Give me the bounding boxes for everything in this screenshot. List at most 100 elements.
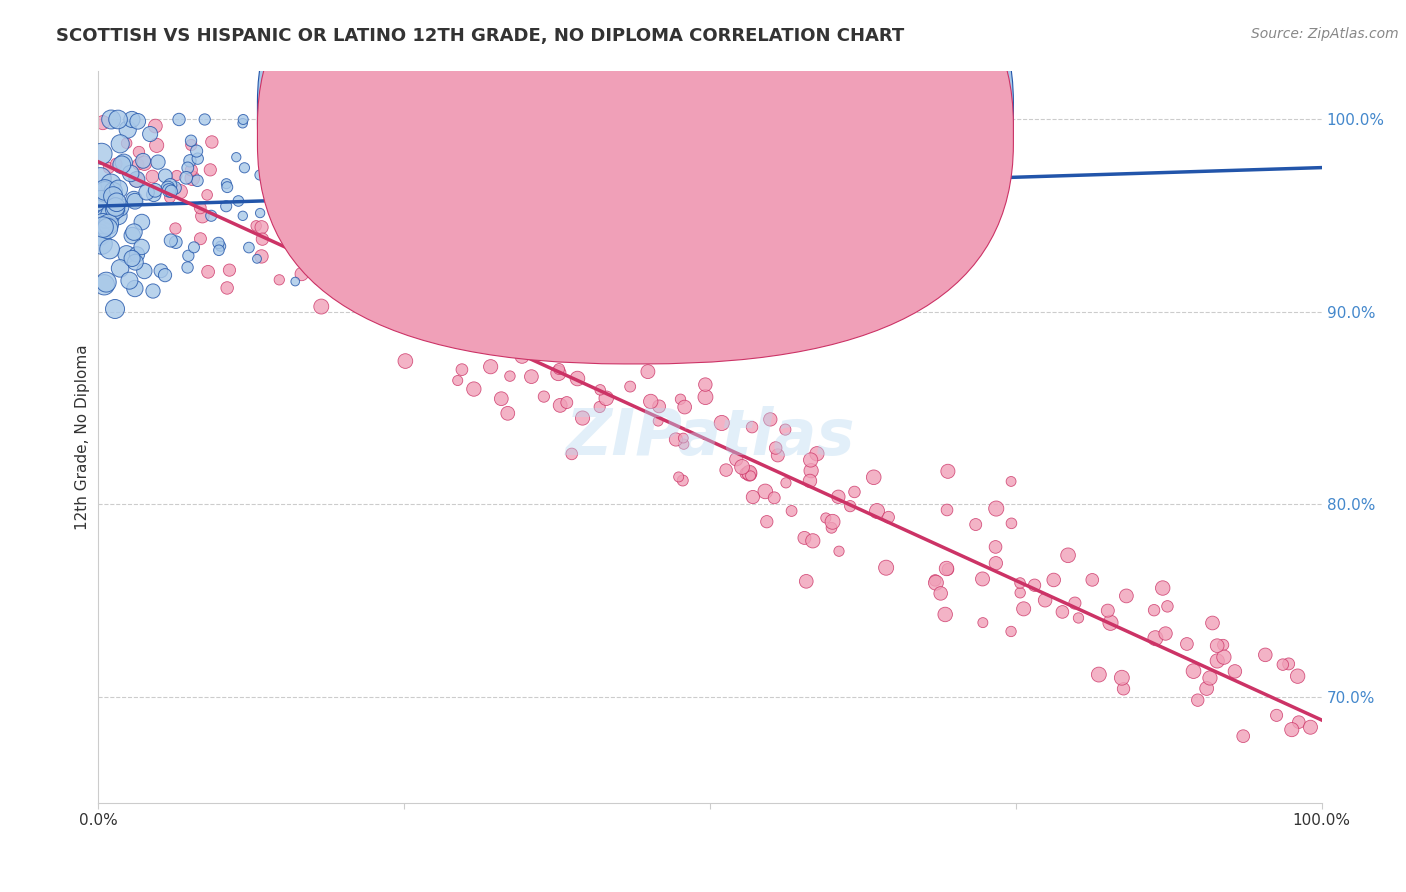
Point <box>984 540 1007 554</box>
Point <box>935 561 957 575</box>
Point <box>373 309 395 323</box>
Point <box>740 468 762 483</box>
Point <box>429 158 451 172</box>
Point <box>228 194 250 208</box>
Point <box>252 232 274 246</box>
Point <box>143 183 166 197</box>
Point <box>207 235 229 250</box>
Point <box>105 157 128 171</box>
Point <box>755 515 778 529</box>
Point <box>1042 573 1064 587</box>
Point <box>924 574 946 588</box>
Point <box>936 503 959 517</box>
Point <box>134 156 156 170</box>
Point <box>668 470 690 484</box>
Point <box>496 406 519 420</box>
Point <box>288 217 311 231</box>
Point <box>218 263 240 277</box>
Point <box>1182 664 1205 678</box>
Point <box>430 130 453 145</box>
Point <box>352 252 374 266</box>
Point <box>1112 681 1135 696</box>
Point <box>191 209 214 223</box>
Point <box>125 247 148 261</box>
Point <box>1286 669 1309 683</box>
Point <box>405 234 427 248</box>
Point <box>799 474 821 488</box>
Point <box>510 349 533 363</box>
FancyBboxPatch shape <box>610 86 897 155</box>
Point <box>491 392 513 406</box>
Point <box>132 153 155 168</box>
Point <box>200 162 222 177</box>
Point <box>311 300 333 314</box>
Point <box>1206 654 1229 668</box>
Point <box>159 178 181 193</box>
Point <box>94 198 117 212</box>
Point <box>101 189 124 203</box>
Point <box>176 260 198 275</box>
Point <box>588 334 610 349</box>
Point <box>124 281 146 295</box>
Point <box>839 499 862 513</box>
Point <box>710 416 733 430</box>
Point <box>361 182 384 196</box>
Point <box>1057 549 1080 563</box>
Point <box>90 194 112 208</box>
Point <box>308 180 330 194</box>
Point <box>568 287 591 301</box>
Point <box>647 414 669 428</box>
Point <box>142 187 165 202</box>
Point <box>183 240 205 254</box>
Point <box>180 163 202 178</box>
Point <box>159 234 181 248</box>
Point <box>108 200 131 214</box>
Point <box>548 362 571 376</box>
Point <box>232 112 254 127</box>
Point <box>125 172 148 186</box>
Point <box>936 562 959 576</box>
Point <box>1010 586 1032 600</box>
Point <box>1033 593 1056 607</box>
Point <box>1278 657 1301 671</box>
Point <box>111 158 134 172</box>
Point <box>862 470 884 484</box>
Point <box>124 194 146 209</box>
Point <box>589 383 612 397</box>
Point <box>91 217 114 231</box>
Point <box>125 172 148 186</box>
Point <box>96 275 118 289</box>
Point <box>1288 715 1310 730</box>
Point <box>195 188 218 202</box>
Point <box>127 114 149 128</box>
FancyBboxPatch shape <box>257 0 1014 342</box>
Point <box>451 362 474 376</box>
Point <box>367 302 389 317</box>
Point <box>336 170 359 185</box>
Point <box>665 433 688 447</box>
Point <box>179 153 201 168</box>
Point <box>167 112 190 127</box>
Point <box>200 209 222 223</box>
Point <box>131 215 153 229</box>
Point <box>197 265 219 279</box>
Point <box>463 382 485 396</box>
Point <box>1081 573 1104 587</box>
Point <box>232 116 254 130</box>
Point <box>1199 671 1222 685</box>
Point <box>215 199 238 213</box>
Point <box>547 308 569 322</box>
Point <box>1024 578 1046 592</box>
Point <box>246 252 269 266</box>
Point <box>1271 657 1294 672</box>
Point <box>1156 599 1178 614</box>
Point <box>378 186 401 201</box>
Point <box>245 219 267 233</box>
Point <box>153 268 176 282</box>
Point <box>249 206 271 220</box>
Point <box>522 339 544 353</box>
Point <box>648 400 671 414</box>
Point <box>295 197 318 211</box>
Point <box>180 138 202 153</box>
Point <box>121 112 143 127</box>
